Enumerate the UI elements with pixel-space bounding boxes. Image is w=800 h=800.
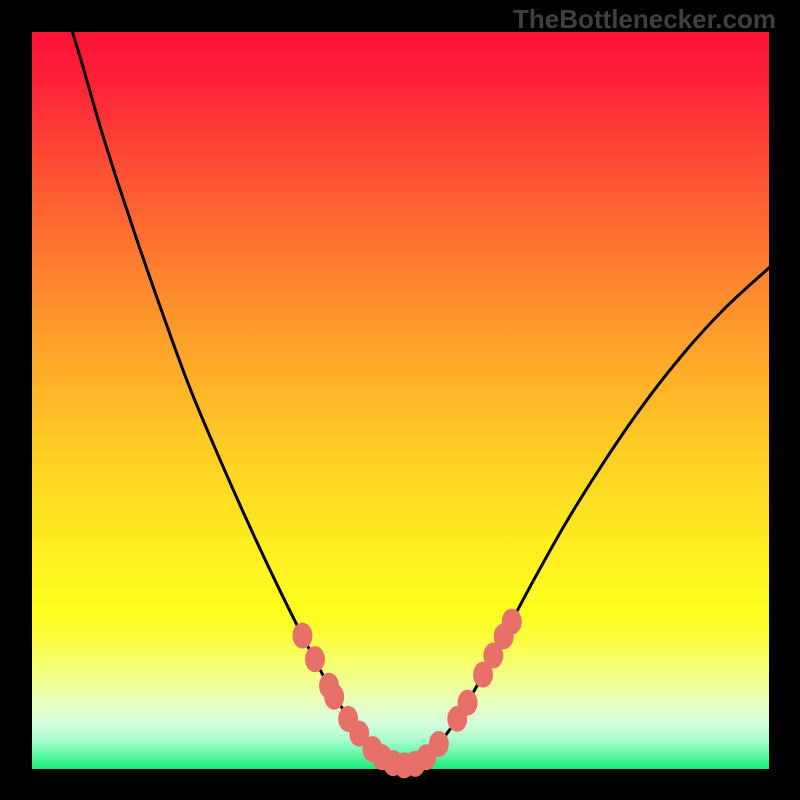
data-marker [292, 623, 312, 649]
data-marker [429, 731, 449, 757]
bottleneck-chart [0, 0, 800, 800]
data-marker [458, 690, 478, 716]
chart-stage: TheBottlenecker.com [0, 0, 800, 800]
data-marker [324, 684, 344, 710]
data-marker [305, 646, 325, 672]
watermark-text: TheBottlenecker.com [513, 4, 776, 35]
gradient-background [32, 32, 769, 769]
data-marker [502, 609, 522, 635]
